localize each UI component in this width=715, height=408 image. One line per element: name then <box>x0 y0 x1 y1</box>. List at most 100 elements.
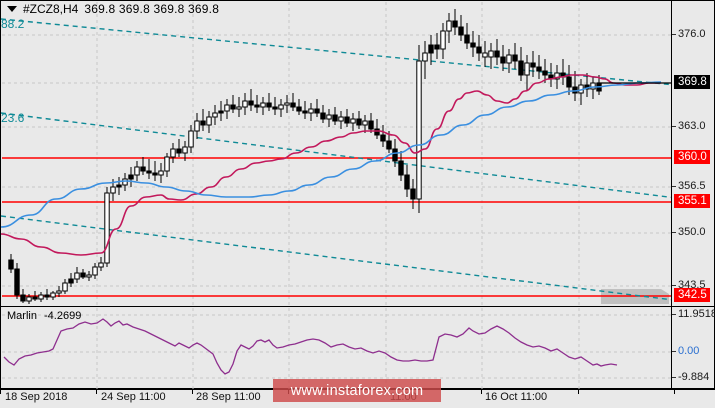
price-level-tag: 355.1 <box>674 194 710 208</box>
candle-body <box>134 166 140 176</box>
trendline-price-label: 88.2 <box>1 17 25 31</box>
candle-body <box>254 104 260 108</box>
candle-body <box>482 52 488 58</box>
chevron-down-icon[interactable] <box>7 6 17 12</box>
candle-body <box>284 102 290 106</box>
candle-body <box>362 120 368 126</box>
price-axis-tick-label: 363.0 <box>672 120 706 132</box>
candle-body <box>458 26 464 36</box>
time-axis-label: 24 Sep 11:00 <box>101 391 166 403</box>
candlestick-series <box>8 9 602 304</box>
price-axis-tick-label: 376.0 <box>672 28 706 40</box>
candle-body <box>188 130 194 148</box>
time-axis-label: 28 Sep 11:00 <box>196 391 261 403</box>
candle-body <box>410 188 416 200</box>
candle-body <box>506 54 512 64</box>
candle-body <box>518 60 524 76</box>
candle-body <box>398 160 404 176</box>
trendline-mid-descending-channel <box>0 112 672 199</box>
candle-body <box>302 110 308 114</box>
candle-body <box>332 114 338 122</box>
candle-body <box>164 156 170 172</box>
candle-body <box>44 294 50 298</box>
candle-body <box>536 66 542 72</box>
candle-body <box>392 148 398 162</box>
candle-body <box>170 148 176 158</box>
time-axis-tick <box>481 389 482 394</box>
candle-body <box>176 148 182 154</box>
candle-body <box>32 296 38 300</box>
time-axis-tick <box>578 389 579 394</box>
candle-body <box>500 56 506 64</box>
candle-body <box>50 292 56 298</box>
current-price-tag: 369.8 <box>674 75 710 89</box>
candle-body <box>68 278 74 284</box>
candle-body <box>344 116 350 124</box>
candle-body <box>92 266 98 276</box>
price-axis-tick-label: 356.5 <box>672 180 706 192</box>
candle-body <box>260 102 266 108</box>
candle-body <box>296 106 302 112</box>
candle-body <box>566 76 572 88</box>
trendline-price-label: 23.6 <box>1 111 25 125</box>
candle-body <box>380 134 386 142</box>
candle-body <box>194 120 200 132</box>
indicator-axis-tick-label: 11.9518 <box>672 308 715 320</box>
candle-body <box>56 290 62 294</box>
marlin-indicator-canvas <box>2 308 671 389</box>
price-chart-panel[interactable] <box>0 0 715 306</box>
candle-body <box>230 104 236 110</box>
marlin-indicator-line <box>3 318 618 375</box>
candle-body <box>140 166 146 172</box>
candle-body <box>470 42 476 48</box>
candle-body <box>8 259 14 270</box>
candle-body <box>314 108 320 114</box>
candle-body <box>452 20 458 28</box>
price-axis-separator <box>671 0 672 306</box>
candle-body <box>182 146 188 154</box>
candle-body <box>146 170 152 174</box>
candle-body <box>434 44 440 50</box>
candle-body <box>218 110 224 114</box>
indicator-axis-separator <box>671 306 672 389</box>
candle-body <box>524 62 530 76</box>
marlin-indicator-panel[interactable] <box>0 306 715 389</box>
candle-body <box>542 70 548 76</box>
candle-body <box>38 294 44 300</box>
candle-body <box>554 72 560 80</box>
candle-body <box>20 294 26 302</box>
price-axis-tick-label: 350.0 <box>672 226 706 238</box>
candle-body <box>290 102 296 108</box>
candle-body <box>86 274 92 278</box>
time-axis-tick <box>192 389 193 394</box>
candle-body <box>464 34 470 44</box>
candle-body <box>494 50 500 58</box>
candle-body <box>224 104 230 112</box>
time-axis-tick <box>0 389 1 394</box>
candle-body <box>428 44 434 54</box>
ohlc-values: 369.8 369.8 369.8 369.8 <box>84 2 220 16</box>
candle-body <box>74 272 80 280</box>
candle-body <box>200 120 206 126</box>
slow-moving-average-line <box>0 81 662 228</box>
candle-body <box>110 186 116 194</box>
candle-body <box>242 100 248 108</box>
candle-body <box>116 184 122 188</box>
candle-body <box>488 50 494 58</box>
candle-body <box>320 112 326 120</box>
candle-body <box>152 172 158 176</box>
candle-body <box>98 262 104 268</box>
chart-header: #ZCZ8,H4 369.8 369.8 369.8 369.8 <box>7 2 219 16</box>
watermark-text: www.instaforex.com <box>290 382 424 399</box>
candle-body <box>356 118 362 126</box>
time-axis-label: 18 Sep 2018 <box>5 391 68 403</box>
indicator-value-label: -4.2699 <box>44 310 82 322</box>
price-chart-canvas <box>0 2 672 306</box>
indicator-axis-tick-label: 0.00 <box>671 345 700 357</box>
candle-body <box>266 102 272 108</box>
candle-body <box>386 140 392 150</box>
candle-body <box>14 268 20 296</box>
candle-body <box>404 174 410 190</box>
candle-body <box>128 174 134 180</box>
